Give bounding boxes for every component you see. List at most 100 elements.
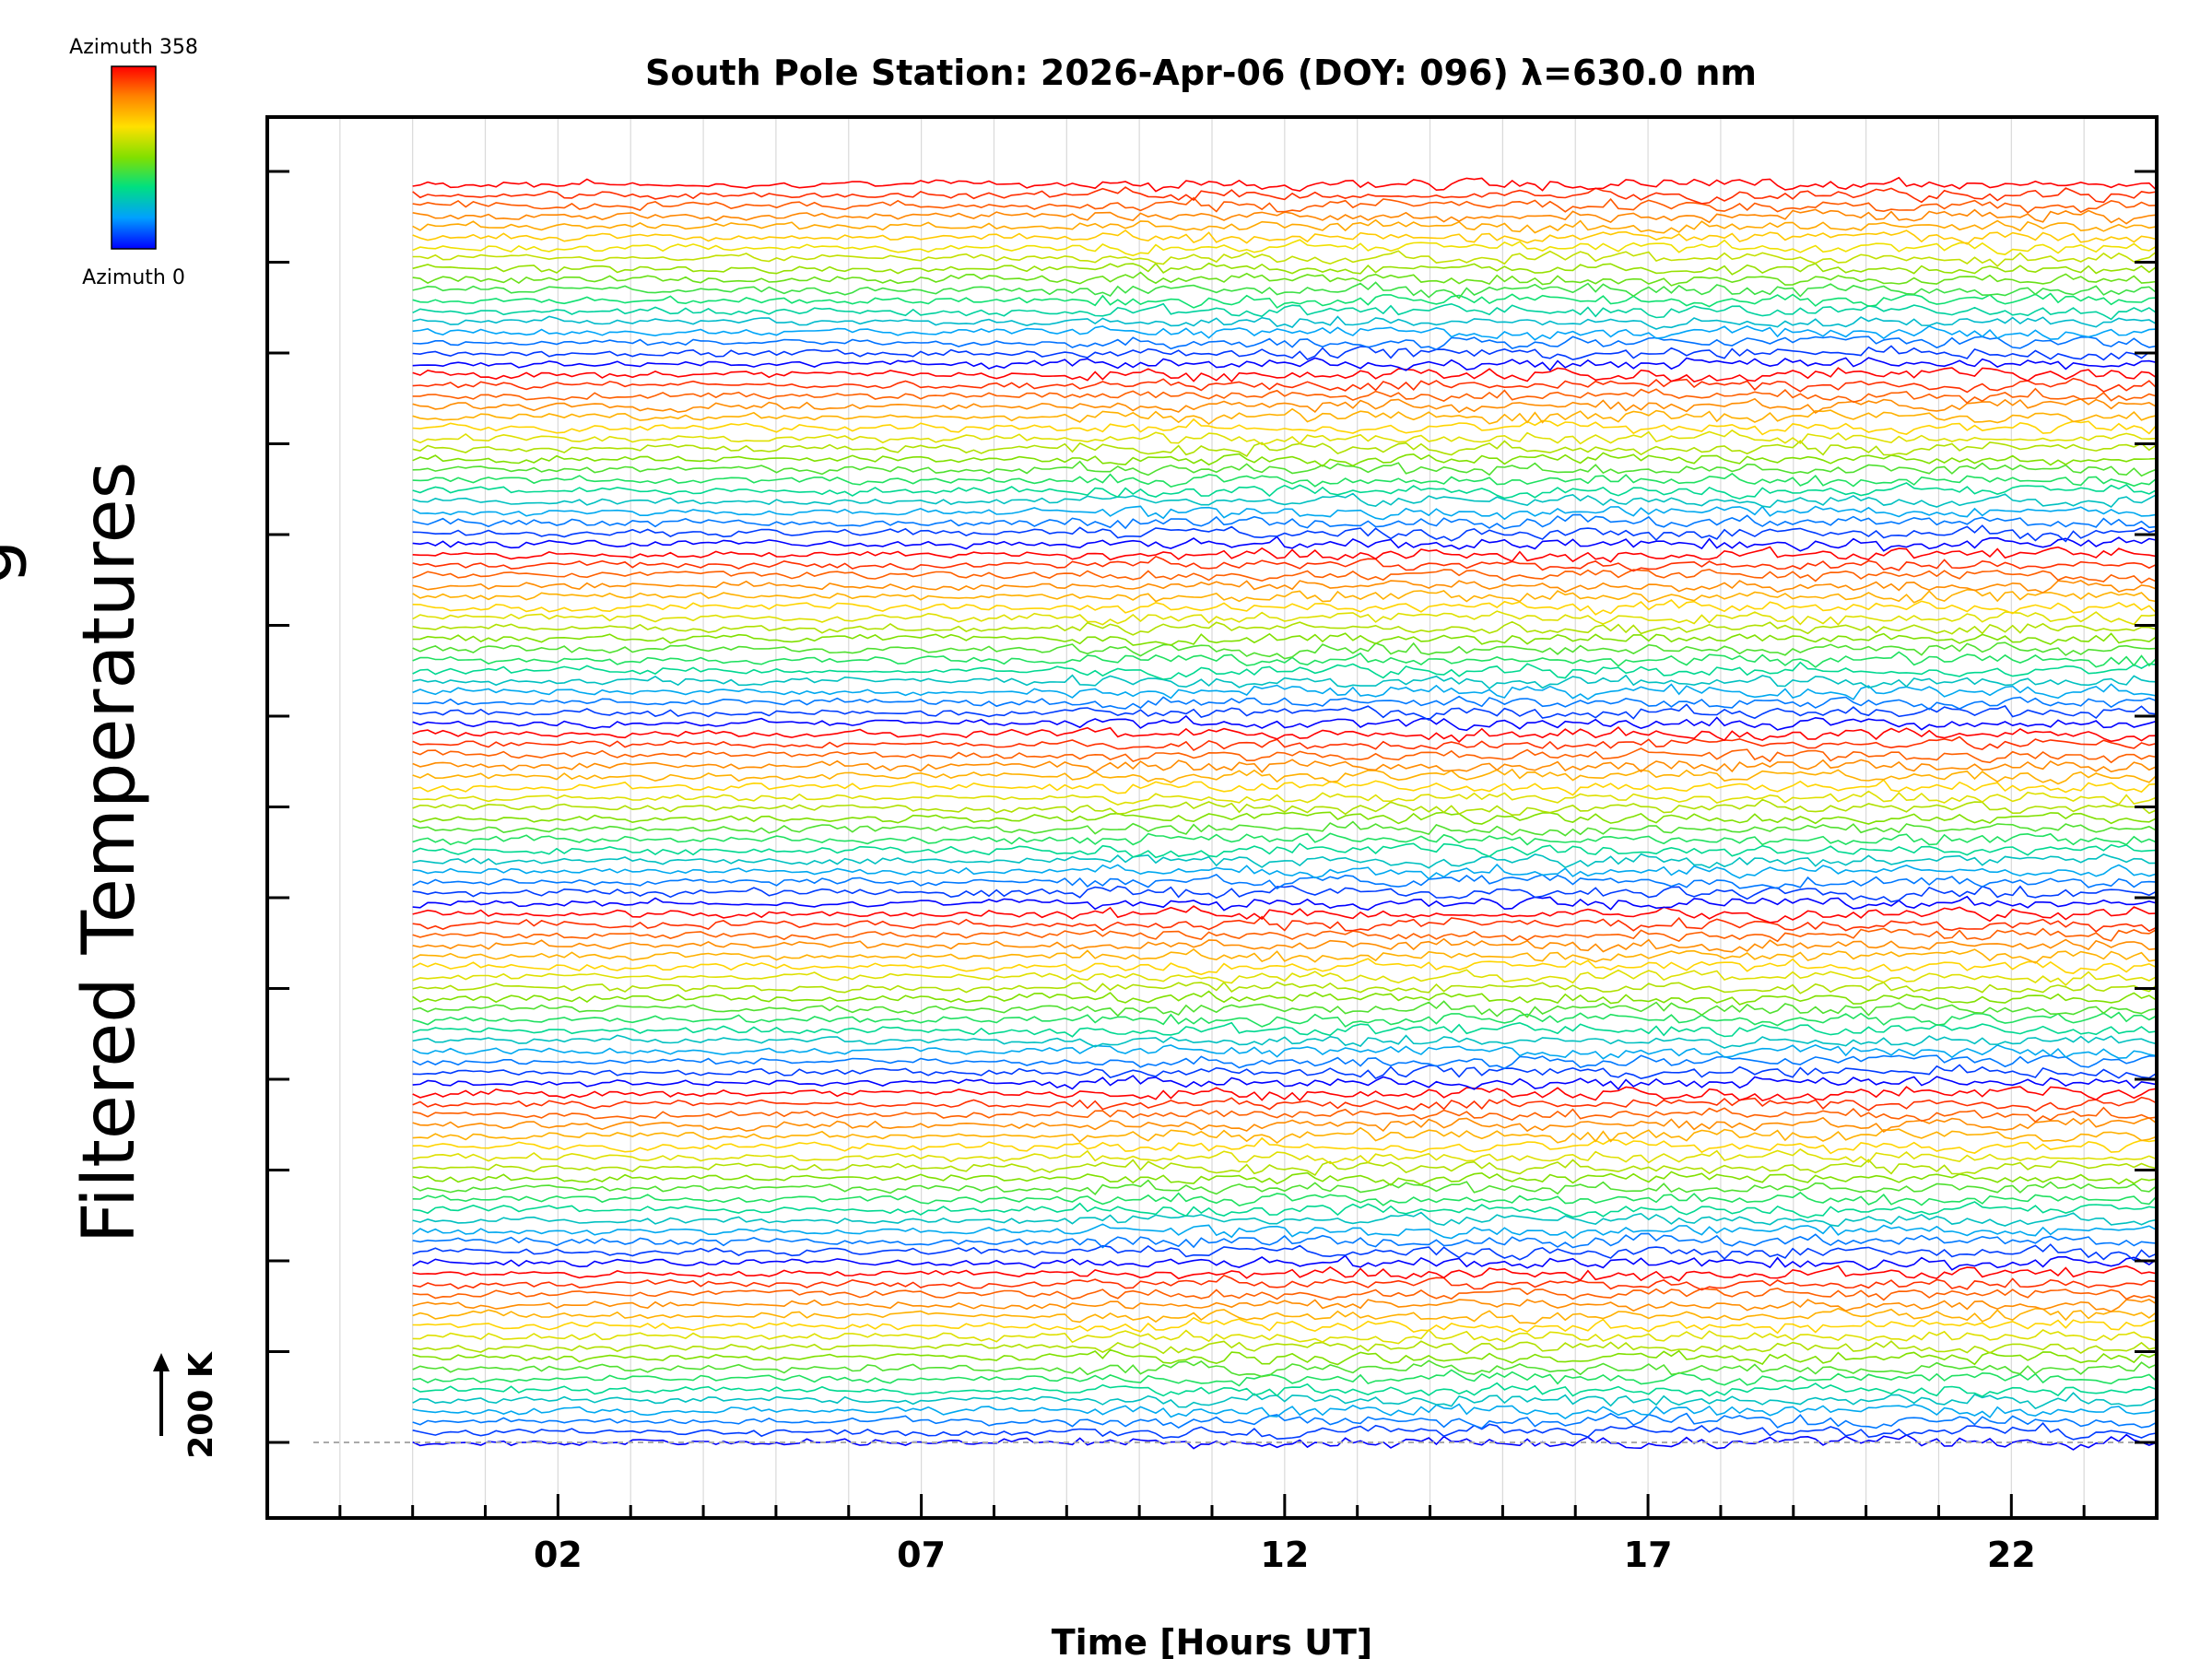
x-tick-label: 12	[1260, 1535, 1309, 1575]
x-tick-labels: 02 07 12 17 22	[534, 1535, 2036, 1575]
trace-line	[412, 186, 2158, 205]
trace-line	[412, 895, 2158, 912]
trace-line	[412, 1147, 2158, 1165]
trace-line	[412, 302, 2158, 321]
trace-line	[412, 735, 2158, 752]
x-tick-label: 02	[534, 1535, 582, 1575]
trace-line	[412, 937, 2158, 953]
trace-line	[412, 598, 2158, 616]
trace-line	[412, 958, 2158, 976]
trace-line	[412, 1000, 2158, 1018]
trace-line	[412, 1064, 2158, 1080]
trace-line	[412, 651, 2158, 668]
trace-line	[412, 842, 2158, 859]
trace-line	[412, 832, 2158, 846]
trace-line	[412, 1043, 2158, 1060]
trace-line	[412, 580, 2158, 594]
trace-line	[412, 281, 2158, 300]
trace-line	[412, 292, 2158, 309]
trace-line	[412, 1243, 2158, 1262]
trace-line	[412, 452, 2158, 467]
trace-line	[412, 1299, 2158, 1312]
trace-line	[412, 460, 2158, 477]
trace-line	[412, 315, 2158, 330]
trace-line	[412, 1159, 2158, 1177]
trace-line	[412, 555, 2158, 572]
trace-line	[412, 1106, 2158, 1124]
trace-line	[412, 588, 2158, 604]
colorbar-bottom-label: Azimuth 0	[82, 266, 185, 289]
trace-line	[412, 357, 2158, 371]
trace-line	[412, 863, 2158, 880]
trace-line	[412, 790, 2158, 806]
trace-line	[412, 1348, 2158, 1366]
trace-line	[412, 1086, 2158, 1102]
trace-line	[412, 1265, 2158, 1282]
trace-line	[412, 1274, 2158, 1291]
trace-line	[412, 768, 2158, 785]
trace-line	[412, 524, 2158, 543]
trace-line	[412, 885, 2158, 903]
trace-line	[412, 759, 2158, 773]
trace-line	[412, 1412, 2158, 1430]
trace-line	[412, 981, 2158, 994]
vertical-grid	[339, 117, 2085, 1518]
trace-line	[412, 779, 2158, 796]
trace-line	[412, 1211, 2158, 1228]
trace-line	[412, 176, 2158, 193]
trace-line	[412, 1223, 2158, 1240]
trace-line	[412, 1287, 2158, 1301]
x-tick-label: 17	[1624, 1535, 1673, 1575]
trace-line	[412, 513, 2158, 530]
trace-line	[412, 632, 2158, 646]
trace-line	[412, 969, 2158, 986]
trace-line	[412, 1359, 2158, 1378]
chart-title: South Pole Station: 2026-Apr-06 (DOY: 09…	[645, 53, 1757, 93]
colorbar	[111, 65, 157, 250]
trace-line	[412, 1191, 2158, 1206]
trace-line	[412, 747, 2158, 764]
trace-line	[412, 905, 2158, 924]
trace-line	[412, 229, 2158, 245]
trace-line	[412, 418, 2158, 436]
trace-line	[412, 610, 2158, 626]
trace-line	[412, 1054, 2157, 1070]
trace-line	[412, 1126, 2158, 1145]
trace-line	[412, 726, 2158, 743]
trace-line	[412, 250, 2158, 267]
trace-line	[412, 990, 2158, 1006]
trace-line	[412, 262, 2158, 276]
y-axis-label-partial: g	[0, 539, 29, 585]
trace-line	[412, 1034, 2158, 1049]
trace-line	[412, 873, 2158, 890]
x-tick-label: 22	[1987, 1535, 2036, 1575]
trace-line	[412, 324, 2158, 341]
trace-line	[412, 674, 2158, 690]
x-tick-label: 07	[897, 1535, 946, 1575]
trace-line	[412, 1316, 2158, 1335]
trace-line	[412, 1075, 2158, 1090]
trace-line	[412, 1254, 2158, 1271]
trace-line	[412, 1382, 2158, 1398]
trace-line	[412, 367, 2158, 383]
trace-lines	[412, 176, 2158, 1451]
trace-line	[412, 1096, 2158, 1112]
trace-line	[412, 429, 2158, 446]
trace-line	[412, 1307, 2158, 1324]
trace-line	[412, 482, 2158, 500]
trace-line	[412, 1011, 2158, 1028]
scale-bar-label: 200 K	[182, 1351, 220, 1459]
trace-line	[412, 927, 2158, 943]
x-axis-label: Time [Hours UT]	[1052, 1622, 1373, 1659]
trace-line	[412, 239, 2158, 257]
trace-line	[412, 271, 2158, 287]
trace-line	[412, 472, 2158, 488]
trace-line	[412, 505, 2158, 521]
trace-line	[412, 387, 2158, 405]
trace-line	[412, 1328, 2158, 1345]
trace-line	[412, 196, 2158, 214]
trace-line	[412, 1021, 2158, 1038]
trace-line	[412, 1232, 2158, 1249]
trace-line	[412, 1403, 2158, 1419]
colorbar-top-label: Azimuth 358	[69, 36, 198, 59]
